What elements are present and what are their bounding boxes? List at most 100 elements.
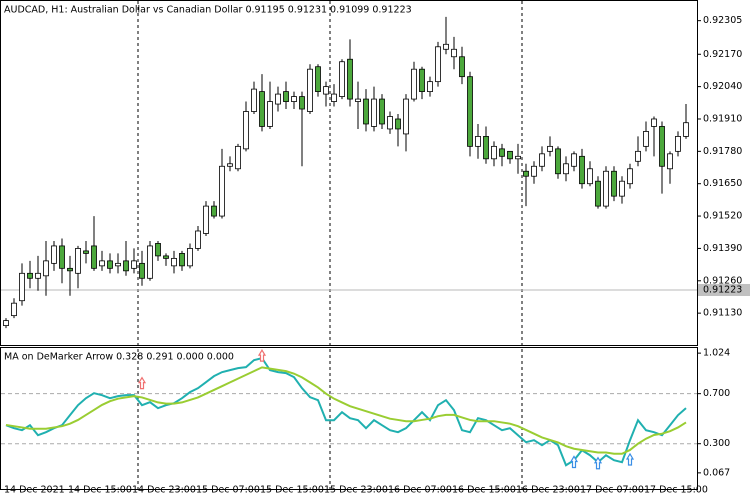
candle-body [139,262,145,279]
candle-body [355,98,361,102]
y-tick-label: 0.700 [703,388,730,399]
candle-body [323,86,329,95]
candle-body [539,153,545,167]
main-panel-frame [0,0,698,346]
candle-body [563,163,569,175]
signal-arrow [625,452,635,466]
candle-body [203,205,209,234]
candle-body [131,260,137,269]
candle-body [651,118,657,127]
candle-body [587,168,593,185]
candle-body [371,98,377,127]
candle-body [59,245,65,269]
y-tick-label: 0.300 [703,438,730,449]
candle-body [179,253,185,267]
y-tick-label: 0.92040 [703,81,742,92]
candle-body [235,145,241,170]
candle-body [171,257,177,267]
candle-body [147,245,153,279]
y-tick-label: 0.92170 [703,49,742,60]
candle-body [507,150,513,160]
y-tick-label: 0.91260 [703,275,742,286]
y-tick-label: 0.91520 [703,211,742,222]
candle-body [219,165,225,217]
main-title: AUDCAD, H1: Australian Dollar vs Canadia… [4,5,412,16]
candle-body [291,96,297,102]
candle-body [67,267,73,272]
candle-body [99,260,105,267]
candle-body [299,96,305,110]
x-tick-label: 17 Dec 07:00 [580,485,644,496]
candle-body [43,260,49,277]
candle-body [27,272,33,279]
candle-body [659,126,665,167]
y-tick-label: 0.067 [703,467,730,478]
price-label: 0.91223 [703,284,742,295]
candle-body [91,245,97,269]
candle-body [3,320,9,326]
x-tick-label: 15 Dec 07:00 [196,485,260,496]
x-tick-label: 16 Dec 23:00 [516,485,580,496]
candle-body [443,43,449,50]
candle-body [491,145,497,160]
price-label-box [698,283,750,296]
y-tick-label: 1.024 [703,348,730,359]
x-tick-label: 15 Dec 23:00 [324,485,388,496]
candle-body [531,165,537,177]
candle-body [243,111,249,150]
candle-body [547,145,553,152]
candle-body [339,61,345,97]
candle-body [603,170,609,207]
y-tick-label: 0.91780 [703,146,742,157]
candle-body [75,248,81,274]
y-tick-label: 0.91910 [703,113,742,124]
x-tick-label: 16 Dec 15:00 [452,485,516,496]
candle-body [451,48,457,58]
candle-body [227,163,233,167]
signal-arrow [569,455,579,469]
y-tick-label: 0.91130 [703,308,742,319]
candle-body [163,255,169,259]
candle-body [51,245,57,264]
candle-body [459,56,465,78]
candle-body [267,101,273,127]
x-tick-label: 14 Dec 23:00 [132,485,196,496]
candle-body [475,136,481,147]
candle-body [523,170,529,177]
candle-body [307,68,313,112]
candle-body [499,148,505,157]
candle-body [683,122,689,137]
candle-body [467,76,473,147]
candle-body [403,98,409,135]
candle-body [275,93,281,105]
signal-arrow [257,348,267,362]
y-tick-label: 0.91650 [703,178,742,189]
candle-body [123,260,129,272]
candle-body [347,58,353,100]
candle-body [251,88,257,112]
candle-body [211,205,217,217]
candle-body [379,98,385,125]
x-tick-label: 14 Dec 2021 [4,485,65,496]
candle-body [107,260,113,269]
candle-body [411,68,417,100]
candle-body [427,81,433,93]
x-tick-label: 16 Dec 07:00 [388,485,452,496]
x-tick-label: 15 Dec 15:00 [260,485,324,496]
candle-body [331,93,337,102]
candle-body [611,170,617,197]
candle-body [555,148,561,175]
candle-body [259,91,265,127]
candle-body [195,230,201,249]
candle-body [515,155,521,160]
candle-body [619,180,625,197]
candle-body [643,131,649,147]
candle-body [187,248,193,267]
candle-body [11,302,17,317]
candle-body [363,98,369,125]
x-tick-label: 14 Dec 15:00 [68,485,132,496]
candle-body [595,180,601,207]
y-tick-label: 0.91390 [703,243,742,254]
